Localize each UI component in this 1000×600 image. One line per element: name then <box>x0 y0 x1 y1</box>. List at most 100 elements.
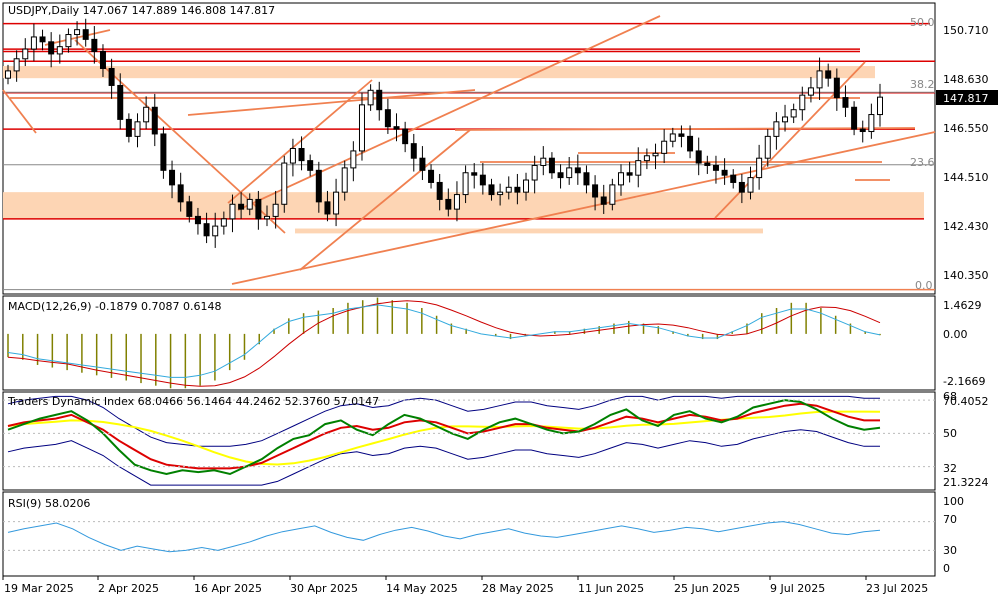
bull-candle <box>756 157 763 179</box>
bull-candle <box>816 70 823 89</box>
current-price-box <box>936 90 998 105</box>
panel-frames <box>2 2 936 580</box>
bull-candle <box>74 29 81 36</box>
bear-candle <box>99 51 106 69</box>
bear-candle <box>203 223 210 237</box>
macd-tick: -2.1669 <box>943 375 985 388</box>
trendline <box>299 129 471 271</box>
bear-candle <box>721 169 728 176</box>
bull-candle <box>5 70 11 79</box>
candlesticks[interactable] <box>5 18 883 248</box>
bear-candle <box>177 184 184 203</box>
bear-candle <box>574 167 581 174</box>
bull-candle <box>134 121 141 137</box>
bear-candle <box>471 172 478 176</box>
bear-candle <box>169 169 176 186</box>
tdi-upper-band <box>7 395 880 447</box>
bull-candle <box>30 36 37 50</box>
date-label: 28 May 2025 <box>482 582 554 595</box>
bull-candle <box>341 167 348 193</box>
horizontal-levels[interactable] <box>3 22 935 291</box>
trendlines[interactable] <box>2 15 936 285</box>
tdi-signal-line <box>7 402 880 470</box>
bull-candle <box>799 94 806 111</box>
rsi-line <box>7 521 881 553</box>
bear-candle <box>548 157 555 174</box>
bear-candle <box>91 38 98 52</box>
bull-candle <box>497 191 504 196</box>
bull-candle <box>56 46 63 55</box>
bull-candle <box>13 58 20 72</box>
bull-candle <box>462 172 469 196</box>
bear-candle <box>48 41 55 55</box>
rsi-tick: 0 <box>943 562 950 575</box>
bull-candle <box>229 203 236 220</box>
bull-candle <box>333 191 340 215</box>
macd-main-line <box>7 304 881 378</box>
current-price-label: 147.817 <box>943 92 989 105</box>
trendline <box>454 127 916 131</box>
price-tick: 144.510 <box>943 171 989 184</box>
bear-candle <box>324 201 331 215</box>
main-header: USDJPY,Daily 147.067 147.889 146.808 147… <box>8 4 275 17</box>
date-label: 19 Mar 2025 <box>4 582 74 595</box>
macd-tick: 1.4629 <box>943 299 982 312</box>
bull-candle <box>505 186 512 193</box>
bear-candle <box>445 198 452 210</box>
bear-candle <box>315 169 322 203</box>
price-tick: 148.630 <box>943 73 989 86</box>
bear-candle <box>600 196 607 205</box>
bull-candle <box>868 114 875 133</box>
bear-candle <box>151 106 158 135</box>
rsi-tick: 30 <box>943 544 957 557</box>
tdi-tick: 21.3224 <box>943 476 989 489</box>
bear-candle <box>39 36 46 43</box>
bear-candle <box>704 162 711 166</box>
bull-candle <box>782 116 789 123</box>
rsi-header: RSI(9) 58.0206 <box>8 497 90 510</box>
bear-candle <box>238 203 245 210</box>
bear-candle <box>376 89 383 111</box>
bear-candle <box>825 70 832 79</box>
bear-candle <box>160 133 167 171</box>
bear-candle <box>557 172 564 179</box>
bull-candle <box>358 104 365 152</box>
bull-candle <box>609 184 616 205</box>
bull-candle <box>652 152 659 157</box>
rsi-tick: 100 <box>943 495 964 508</box>
bear-candle <box>125 118 132 137</box>
bull-candle <box>264 215 271 220</box>
tdi-axis: 68 70.4052 50 32 21.3224 <box>943 390 989 489</box>
bull-candle <box>643 155 650 162</box>
date-label: 9 Jul 2025 <box>770 582 825 595</box>
bull-candle <box>669 133 676 142</box>
bear-candle <box>298 148 305 162</box>
bull-candle <box>143 106 150 123</box>
bull-candle <box>617 172 624 186</box>
bull-candle <box>807 87 814 96</box>
trendline <box>231 131 936 285</box>
bear-candle <box>255 198 262 220</box>
macd-header: MACD(12,26,9) -0.1879 0.7087 0.6148 <box>8 300 221 313</box>
price-tick: 150.710 <box>943 24 989 37</box>
bull-candle <box>453 194 460 210</box>
rsi-panel-frame <box>2 491 936 577</box>
macd-signal-line <box>7 300 881 387</box>
fib-label-0: 0.0 <box>915 279 933 292</box>
fib-label-23: 23.6 <box>910 156 935 169</box>
bear-candle <box>678 133 685 137</box>
bear-candle <box>186 201 193 217</box>
bull-candle <box>272 203 279 217</box>
bear-candle <box>695 150 702 164</box>
bull-candle <box>747 177 754 193</box>
bear-candle <box>307 160 314 171</box>
date-label: 2 Apr 2025 <box>98 582 159 595</box>
macd-tick: 0.00 <box>943 328 968 341</box>
bear-candle <box>738 181 745 193</box>
rsi-tick: 70 <box>943 513 957 526</box>
date-label: 11 Jun 2025 <box>578 582 644 595</box>
tdi-tick: 50 <box>943 427 957 440</box>
macd-axis: 1.4629 0.00 -2.1669 <box>943 299 985 388</box>
